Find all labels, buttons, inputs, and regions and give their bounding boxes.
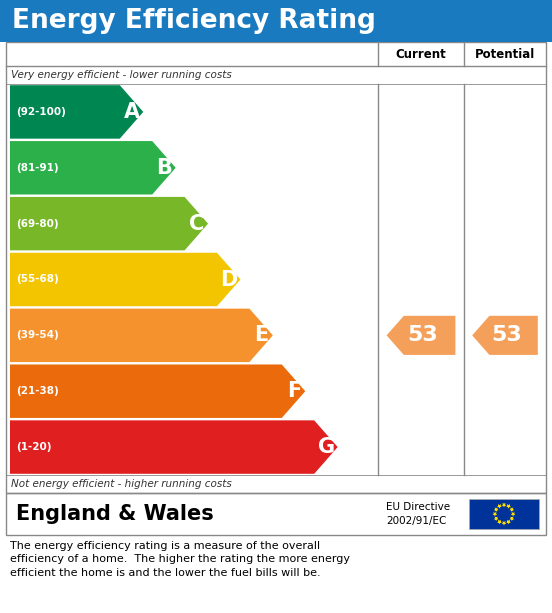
Bar [469, 499, 539, 529]
Polygon shape [497, 504, 502, 509]
Polygon shape [472, 316, 538, 355]
Polygon shape [497, 520, 502, 525]
Text: Not energy efficient - higher running costs: Not energy efficient - higher running co… [11, 479, 232, 489]
Polygon shape [493, 517, 498, 521]
Text: F: F [287, 381, 301, 402]
Text: England & Wales: England & Wales [16, 504, 214, 524]
Polygon shape [506, 520, 511, 525]
Polygon shape [10, 421, 338, 474]
Polygon shape [10, 141, 176, 194]
Text: efficiency of a home.  The higher the rating the more energy: efficiency of a home. The higher the rat… [10, 555, 350, 565]
Polygon shape [10, 85, 144, 139]
Text: (21-38): (21-38) [16, 386, 59, 396]
Polygon shape [493, 508, 498, 512]
Text: (69-80): (69-80) [16, 219, 59, 229]
Text: Energy Efficiency Rating: Energy Efficiency Rating [12, 8, 376, 34]
Text: (39-54): (39-54) [16, 330, 59, 340]
Polygon shape [509, 508, 514, 512]
Text: D: D [221, 270, 238, 289]
Polygon shape [10, 308, 273, 362]
Text: 53: 53 [407, 326, 438, 345]
Polygon shape [506, 504, 511, 509]
Text: 53: 53 [491, 326, 522, 345]
Text: Very energy efficient - lower running costs: Very energy efficient - lower running co… [11, 70, 232, 80]
Polygon shape [492, 512, 497, 517]
Bar [0, 0, 552, 42]
Text: (55-68): (55-68) [16, 275, 59, 284]
Text: B: B [156, 158, 172, 178]
Polygon shape [502, 521, 506, 525]
Text: Current: Current [396, 47, 447, 61]
Text: G: G [318, 437, 335, 457]
Polygon shape [502, 503, 506, 508]
Bar [6, 493, 546, 535]
Text: (81-91): (81-91) [16, 163, 59, 173]
Text: E: E [254, 326, 269, 345]
Polygon shape [509, 517, 514, 521]
Text: efficient the home is and the lower the fuel bills will be.: efficient the home is and the lower the … [10, 568, 321, 578]
Text: (92-100): (92-100) [16, 107, 66, 117]
Polygon shape [386, 316, 455, 355]
Text: C: C [189, 214, 204, 234]
Text: The energy efficiency rating is a measure of the overall: The energy efficiency rating is a measur… [10, 541, 320, 551]
Polygon shape [10, 197, 208, 250]
Text: A: A [124, 102, 140, 122]
Text: (1-20): (1-20) [16, 442, 51, 452]
Text: EU Directive
2002/91/EC: EU Directive 2002/91/EC [386, 502, 450, 526]
Text: Potential: Potential [475, 47, 535, 61]
Bar [6, 42, 546, 493]
Polygon shape [10, 253, 241, 306]
Polygon shape [511, 512, 516, 517]
Polygon shape [10, 365, 305, 418]
